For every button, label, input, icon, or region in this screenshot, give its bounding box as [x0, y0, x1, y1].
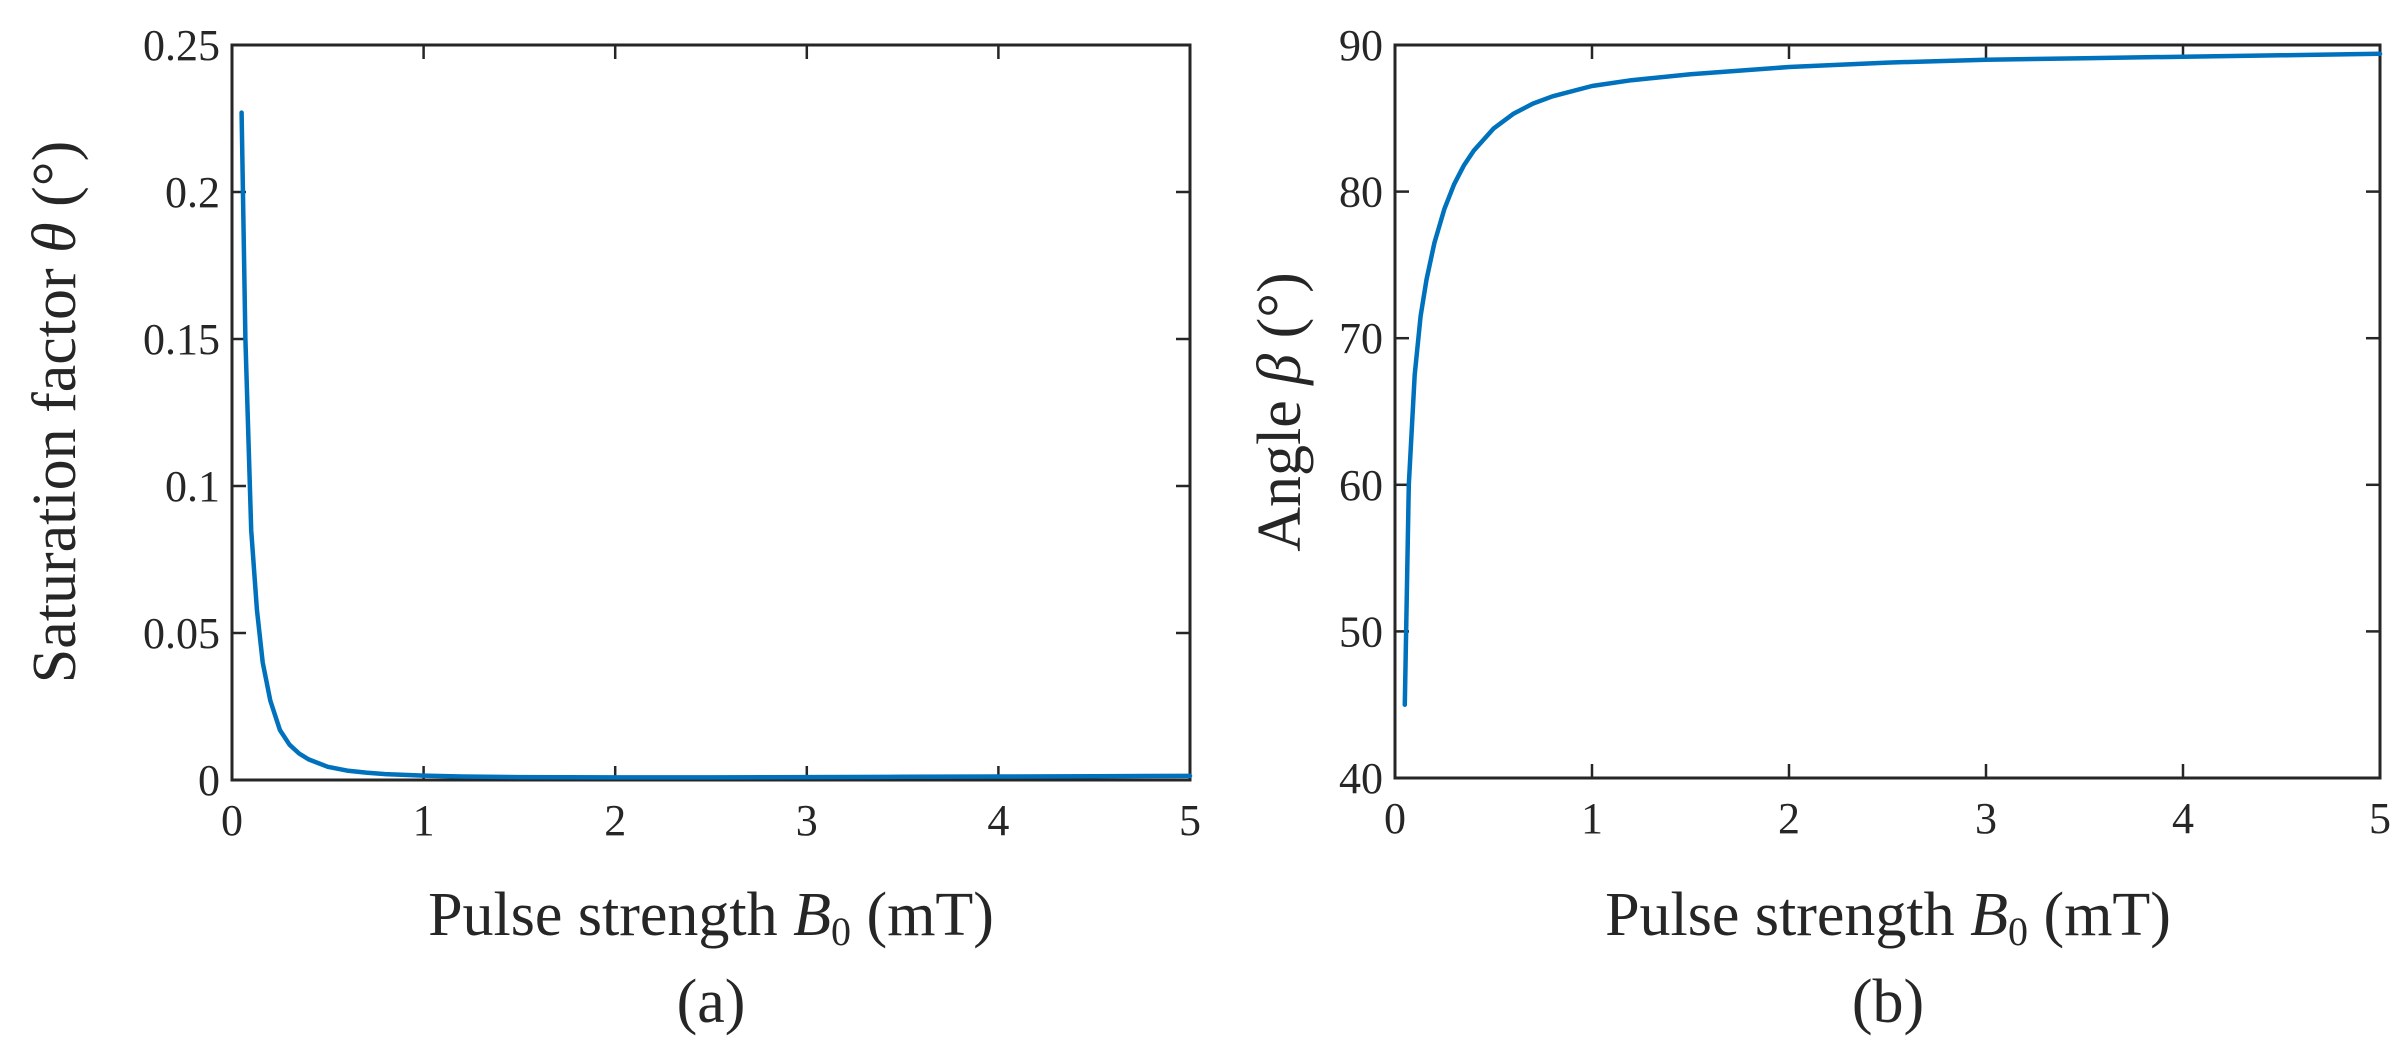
y-axis-label-b-unit: (°) [1246, 272, 1314, 354]
y-axis-label-b-var: β [1246, 354, 1314, 386]
y-tick-label-b-0: 40 [1339, 754, 1383, 803]
curve-group-b [1402, 51, 2383, 707]
x-axis-label-a-unit: (mT) [851, 881, 994, 949]
tick-group-b: 0 1 2 3 4 5 40 50 60 70 80 90 [1339, 21, 2391, 843]
x-axis-label-b: Pulse strength B0 (mT) [1605, 881, 2171, 954]
y-tick-label-a-1: 0.05 [143, 609, 220, 658]
x-tick-label-b-3: 3 [1975, 794, 1997, 843]
plot-frame-a [230, 43, 1192, 782]
y-axis-label-a-text: Saturation factor [21, 253, 89, 683]
tick-group-a: 0 1 2 3 4 5 0 0.05 0.1 0.15 0.2 0.25 [143, 21, 1201, 845]
y-tick-label-b-2: 60 [1339, 461, 1383, 510]
x-tick-label-b-2: 2 [1778, 794, 1800, 843]
x-tick-label-a-5: 5 [1179, 796, 1201, 845]
x-axis-label-b-var: B [1970, 881, 2008, 949]
y-tick-label-a-3: 0.15 [143, 315, 220, 364]
x-axis-label-b-unit: (mT) [2028, 881, 2171, 949]
y-tick-label-a-2: 0.1 [165, 462, 220, 511]
x-tick-label-a-4: 4 [987, 796, 1009, 845]
y-tick-label-b-4: 80 [1339, 168, 1383, 217]
panel-label-b: (b) [1852, 968, 1924, 1036]
y-tick-label-a-5: 0.25 [143, 21, 220, 70]
plot-frame-b [1393, 43, 2382, 780]
curve-group-a [239, 110, 1193, 780]
y-axis-label-b: Angle β (°) [1246, 272, 1314, 552]
x-tick-label-b-0: 0 [1384, 794, 1406, 843]
y-tick-label-b-5: 90 [1339, 21, 1383, 70]
x-tick-label-b-5: 5 [2369, 794, 2391, 843]
x-axis-label-a-var: B [793, 881, 831, 949]
series-line-b-0 [1402, 51, 2383, 707]
y-axis-label-b-text: Angle [1246, 385, 1314, 552]
y-axis-label-a: Saturation factor θ (°) [21, 141, 89, 683]
x-tick-label-a-0: 0 [221, 796, 243, 845]
y-tick-label-b-1: 50 [1339, 607, 1383, 656]
x-axis-label-b-text: Pulse strength [1605, 881, 1970, 949]
x-tick-label-a-2: 2 [604, 796, 626, 845]
y-tick-label-a-0: 0 [198, 756, 220, 805]
y-axis-label-a-unit: (°) [21, 141, 89, 223]
x-tick-label-b-4: 4 [2172, 794, 2194, 843]
x-axis-label-a-sub: 0 [831, 909, 851, 954]
y-tick-label-b-3: 70 [1339, 314, 1383, 363]
series-line-a-0 [239, 110, 1193, 780]
x-axis-label-a-text: Pulse strength [428, 881, 793, 949]
panel-label-a: (a) [677, 968, 746, 1036]
y-tick-label-a-4: 0.2 [165, 168, 220, 217]
x-axis-label-a: Pulse strength B0 (mT) [428, 881, 994, 954]
x-tick-label-a-1: 1 [413, 796, 435, 845]
y-axis-label-a-var: θ [21, 222, 89, 252]
x-axis-label-b-sub: 0 [2008, 909, 2028, 954]
x-tick-label-a-3: 3 [796, 796, 818, 845]
x-tick-label-b-1: 1 [1581, 794, 1603, 843]
panel-a: 0 1 2 3 4 5 0 0.05 0.1 0.15 0.2 0.25 Pulse strength… [21, 21, 1201, 1036]
